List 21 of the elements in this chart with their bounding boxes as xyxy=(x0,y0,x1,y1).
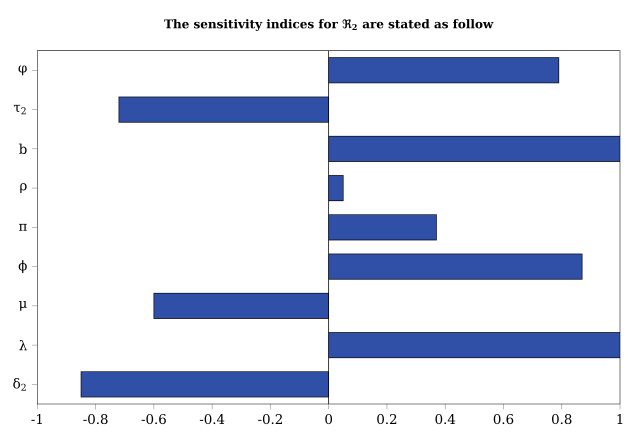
x-tick-label: 0.6 xyxy=(494,414,514,424)
x-tick-label: 0.4 xyxy=(435,414,456,424)
x-tick-label: -1 xyxy=(31,414,42,424)
y-tick-label: ρ xyxy=(20,183,27,194)
y-tick-label: b xyxy=(19,144,27,154)
y-tick-label: δ$_{2}$ xyxy=(13,378,26,391)
chart-title: The sensitivity indices for ℜ$_{2}$ are stated as follow xyxy=(164,19,494,31)
x-tick-label: -0.6 xyxy=(142,414,166,424)
x-tick-label: 0 xyxy=(325,414,332,424)
x-tick-label: -0.2 xyxy=(258,414,282,424)
y-tick-label: π xyxy=(19,224,27,231)
x-tick-label: 0.2 xyxy=(377,414,396,424)
y-tick-label: φ xyxy=(18,65,27,76)
x-tick-label: 0.8 xyxy=(552,414,572,424)
y-tick-label: ϕ xyxy=(18,260,27,274)
y-tick-label: λ xyxy=(19,340,27,350)
y-tick-label: τ$_{2}$ xyxy=(14,104,26,114)
y-tick-label: μ xyxy=(19,301,27,311)
x-tick-label: -0.8 xyxy=(83,414,108,424)
x-tick-label: 1 xyxy=(617,414,622,424)
x-tick-label: -0.4 xyxy=(200,414,224,424)
